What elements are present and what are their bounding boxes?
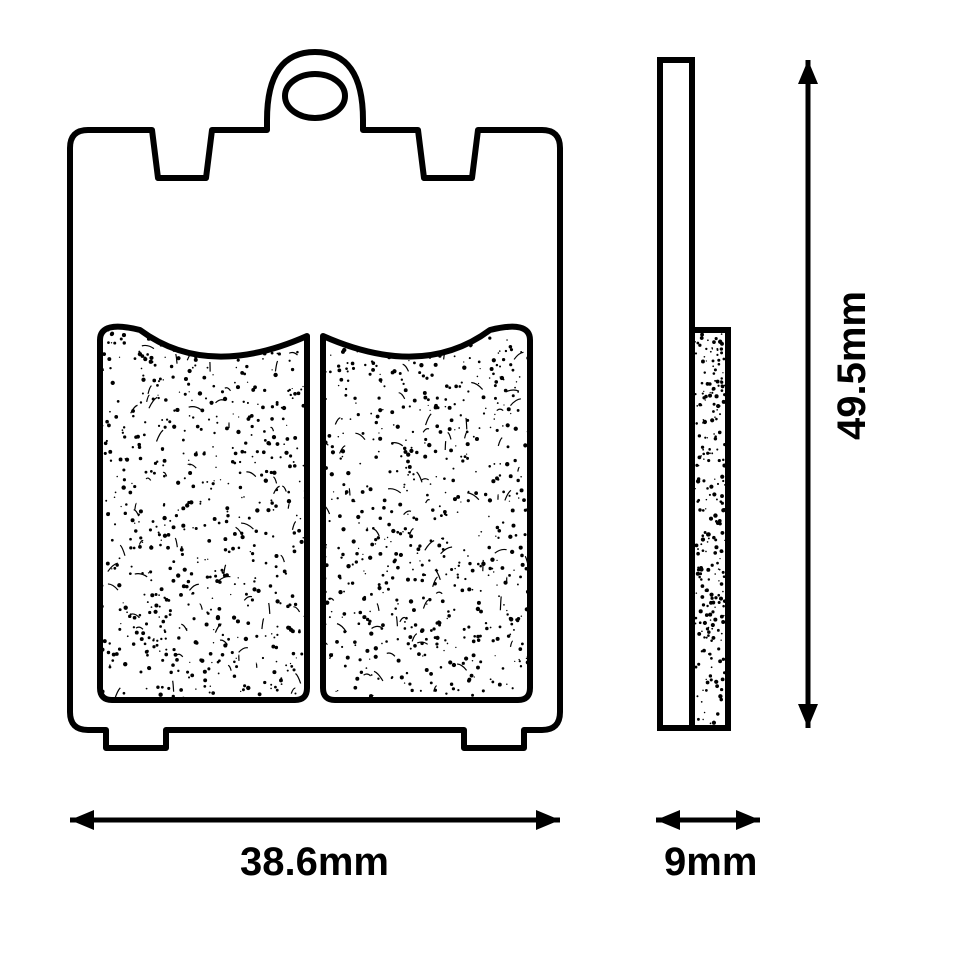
width-dim-label: 38.6mm bbox=[240, 840, 389, 885]
side-backplate bbox=[660, 60, 692, 728]
diagram-svg bbox=[0, 0, 960, 960]
diagram-stage: 38.6mm 9mm 49.5mm bbox=[0, 0, 960, 960]
brake-pad-front-outline bbox=[70, 52, 560, 748]
tab-hole bbox=[285, 74, 345, 118]
thickness-dim-label: 9mm bbox=[664, 840, 757, 885]
height-dim-label: 49.5mm bbox=[830, 291, 875, 440]
